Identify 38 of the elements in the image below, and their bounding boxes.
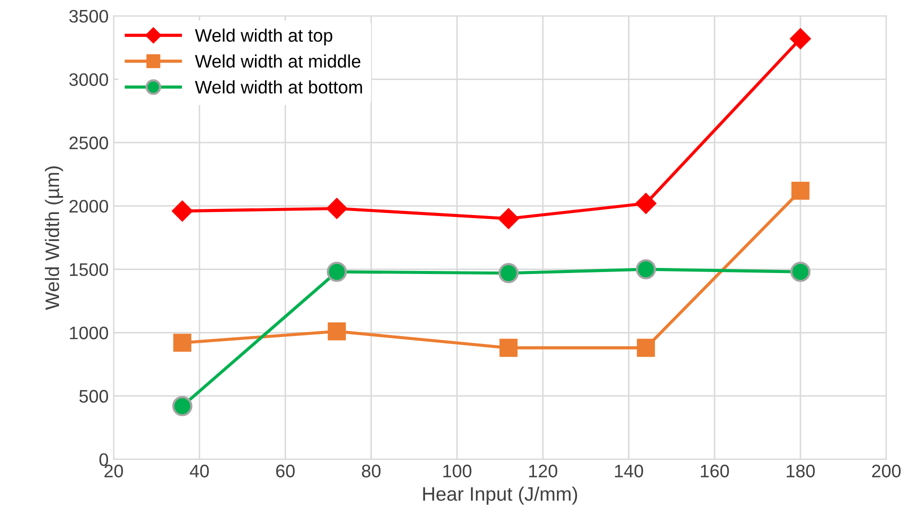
point [636,259,656,280]
y-tick-label: 3500 [69,10,108,23]
point [172,200,193,222]
point [500,338,518,357]
x-tick-label: 20 [104,464,123,478]
x-tick-label: 100 [443,464,472,478]
point [173,334,192,352]
x-tick-label: 60 [276,464,295,478]
point [326,262,347,282]
x-tick-label: 200 [872,464,901,478]
x-axis-title: Hear Input (J/mm) [423,486,578,505]
point [636,338,655,357]
x-tick-label: 120 [529,464,558,478]
y-tick-label: 2000 [70,200,108,213]
x-tick-label: 80 [362,464,381,478]
legend-label: Weld width at middle [194,54,360,68]
legend-label: Weld width at top [194,28,332,46]
x-tick-label: 160 [700,464,729,478]
y-tick-label: 1000 [70,326,108,340]
y-tick-label: 1500 [70,263,108,276]
point [498,208,520,230]
point [498,263,519,284]
y-tick-label: 3000 [69,73,108,86]
point [328,322,346,340]
y-axis-title: Weld Width (µm) [44,166,64,310]
point [790,262,810,282]
point [326,198,348,219]
x-tick-label: 180 [786,464,815,478]
point [172,396,192,416]
y-tick-label: 500 [79,390,108,403]
point [635,192,656,214]
y-tick-label: 0 [99,453,108,466]
point [790,28,811,50]
legend-label: Weld width at bottom [194,80,362,94]
point [791,182,810,200]
x-tick-label: 140 [615,464,644,478]
x-tick-label: 40 [190,464,209,478]
y-tick-label: 2500 [70,136,108,150]
